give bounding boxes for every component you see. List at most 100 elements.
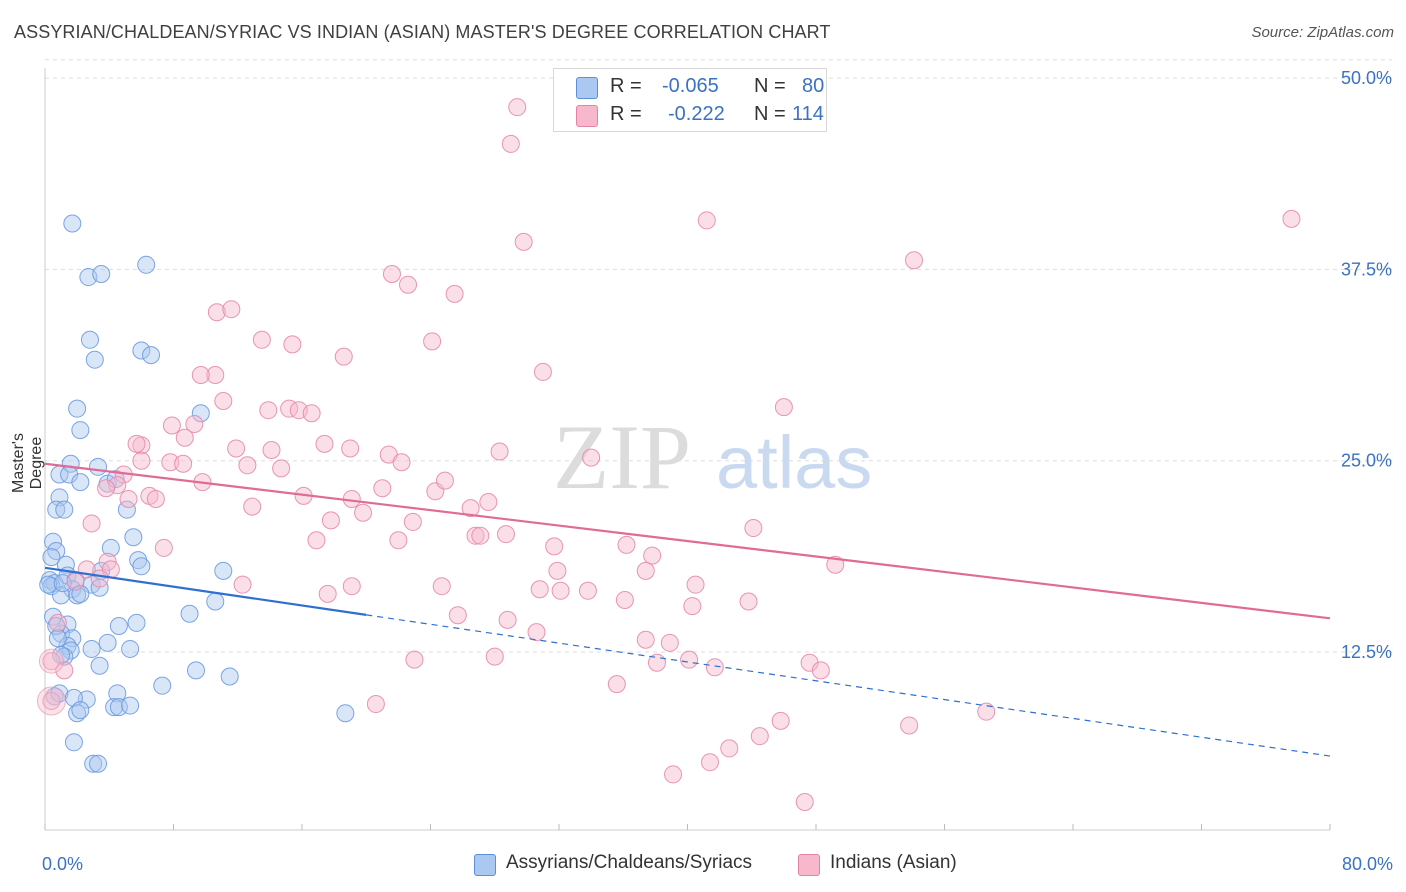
data-point: [900, 716, 919, 735]
data-point: [109, 698, 128, 717]
data-point: [485, 647, 504, 666]
data-point: [214, 561, 233, 580]
data-point: [1282, 209, 1301, 228]
data-point: [336, 704, 355, 723]
data-point: [90, 656, 109, 675]
data-point: [90, 578, 109, 597]
data-point: [124, 528, 143, 547]
data-point: [366, 695, 385, 714]
x-tick-labels: 0.0% 80.0%: [42, 854, 1393, 874]
data-point: [904, 251, 923, 270]
data-point: [121, 639, 140, 658]
data-point: [68, 704, 87, 723]
data-point: [435, 471, 454, 490]
data-point: [53, 574, 72, 593]
data-point: [582, 448, 601, 467]
data-point: [514, 232, 533, 251]
data-point: [161, 453, 180, 472]
data-point: [302, 404, 321, 423]
data-point: [109, 616, 128, 635]
data-point: [186, 661, 205, 680]
data-point: [771, 711, 790, 730]
data-point: [68, 399, 87, 418]
data-point: [48, 613, 67, 632]
data-point: [38, 648, 64, 674]
watermark: ZIP atlas: [553, 406, 872, 508]
data-point: [154, 538, 173, 557]
data-point: [739, 592, 758, 611]
data-point: [63, 214, 82, 233]
gridlines: [45, 59, 1392, 653]
data-point: [548, 561, 567, 580]
data-point: [432, 577, 451, 596]
data-point: [321, 511, 340, 530]
data-point: [207, 303, 226, 322]
r-label: R =: [610, 103, 642, 125]
data-point: [720, 739, 739, 758]
data-point: [58, 615, 77, 634]
data-point: [445, 284, 464, 303]
data-point: [82, 514, 101, 533]
data-point: [127, 613, 146, 632]
data-point: [660, 633, 679, 652]
data-point: [162, 416, 181, 435]
data-point: [42, 691, 61, 710]
n-value: 114: [792, 103, 824, 125]
data-point: [191, 365, 210, 384]
data-point: [423, 332, 442, 351]
data-point: [744, 519, 763, 538]
data-point: [68, 586, 87, 605]
data-point: [272, 459, 291, 478]
data-point: [683, 597, 702, 616]
r-value: -0.065: [662, 75, 719, 97]
data-point: [389, 531, 408, 550]
chart-title: ASSYRIAN/CHALDEAN/SYRIAC VS INDIAN (ASIA…: [14, 22, 831, 42]
data-point: [142, 346, 161, 365]
data-point: [501, 134, 520, 153]
data-point: [89, 754, 108, 773]
data-point: [127, 434, 146, 453]
data-point: [315, 434, 334, 453]
data-point: [334, 347, 353, 366]
y-tick-label: 37.5%: [1341, 259, 1392, 279]
data-point: [71, 473, 90, 492]
data-point: [700, 753, 719, 772]
indians-legend-swatch: [798, 854, 820, 876]
data-point: [466, 526, 485, 545]
y-tick-label: 25.0%: [1341, 451, 1392, 471]
data-point: [680, 650, 699, 669]
data-point: [545, 537, 564, 556]
data-point: [71, 701, 90, 720]
data-point: [77, 690, 96, 709]
data-point: [206, 365, 225, 384]
y-tick-label: 12.5%: [1341, 642, 1392, 662]
data-point: [222, 300, 241, 319]
data-point: [280, 399, 299, 418]
trend-line-indians: [44, 462, 1331, 620]
data-point: [132, 451, 151, 470]
data-point: [185, 414, 204, 433]
data-point: [132, 557, 151, 576]
data-point: [121, 696, 140, 715]
data-point: [617, 535, 636, 554]
data-point: [636, 630, 655, 649]
indians-swatch: [576, 105, 598, 127]
data-point: [498, 610, 517, 629]
x-tick-label: 80.0%: [1342, 854, 1393, 874]
data-point: [354, 503, 373, 522]
data-point: [137, 255, 156, 274]
data-point: [206, 592, 225, 611]
data-point: [55, 500, 74, 519]
data-point: [342, 577, 361, 596]
data-point: [750, 727, 769, 746]
r-value: -0.222: [668, 103, 725, 125]
data-point: [85, 350, 104, 369]
data-point: [705, 658, 724, 677]
data-point: [71, 421, 90, 440]
data-point: [39, 575, 58, 594]
data-point: [826, 555, 845, 574]
chart-source: Source: ZipAtlas.com: [1251, 24, 1394, 41]
data-point: [490, 442, 509, 461]
data-point: [341, 439, 360, 458]
data-point: [392, 453, 411, 472]
